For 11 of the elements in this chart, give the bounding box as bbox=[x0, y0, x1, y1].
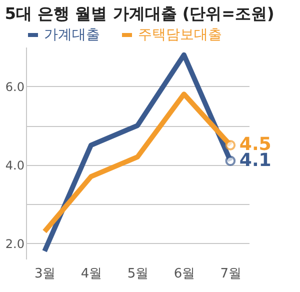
x-tick-label: 3월 bbox=[34, 266, 56, 282]
x-tick-label: 7월 bbox=[220, 266, 242, 282]
x-tick-label: 5월 bbox=[127, 266, 149, 282]
chart-title: 5대 은행 월별 가계대출 (단위=조원) bbox=[4, 4, 274, 23]
legend-label: 가계대출 bbox=[44, 27, 100, 43]
y-tick-label: 6.0 bbox=[5, 80, 24, 94]
x-tick-label: 6월 bbox=[174, 266, 196, 282]
x-tick-label: 4월 bbox=[80, 266, 102, 282]
y-tick-label: 4.0 bbox=[5, 158, 24, 172]
legend-label: 주택담보대출 bbox=[138, 27, 222, 43]
y-tick-label: 2.0 bbox=[5, 236, 24, 251]
